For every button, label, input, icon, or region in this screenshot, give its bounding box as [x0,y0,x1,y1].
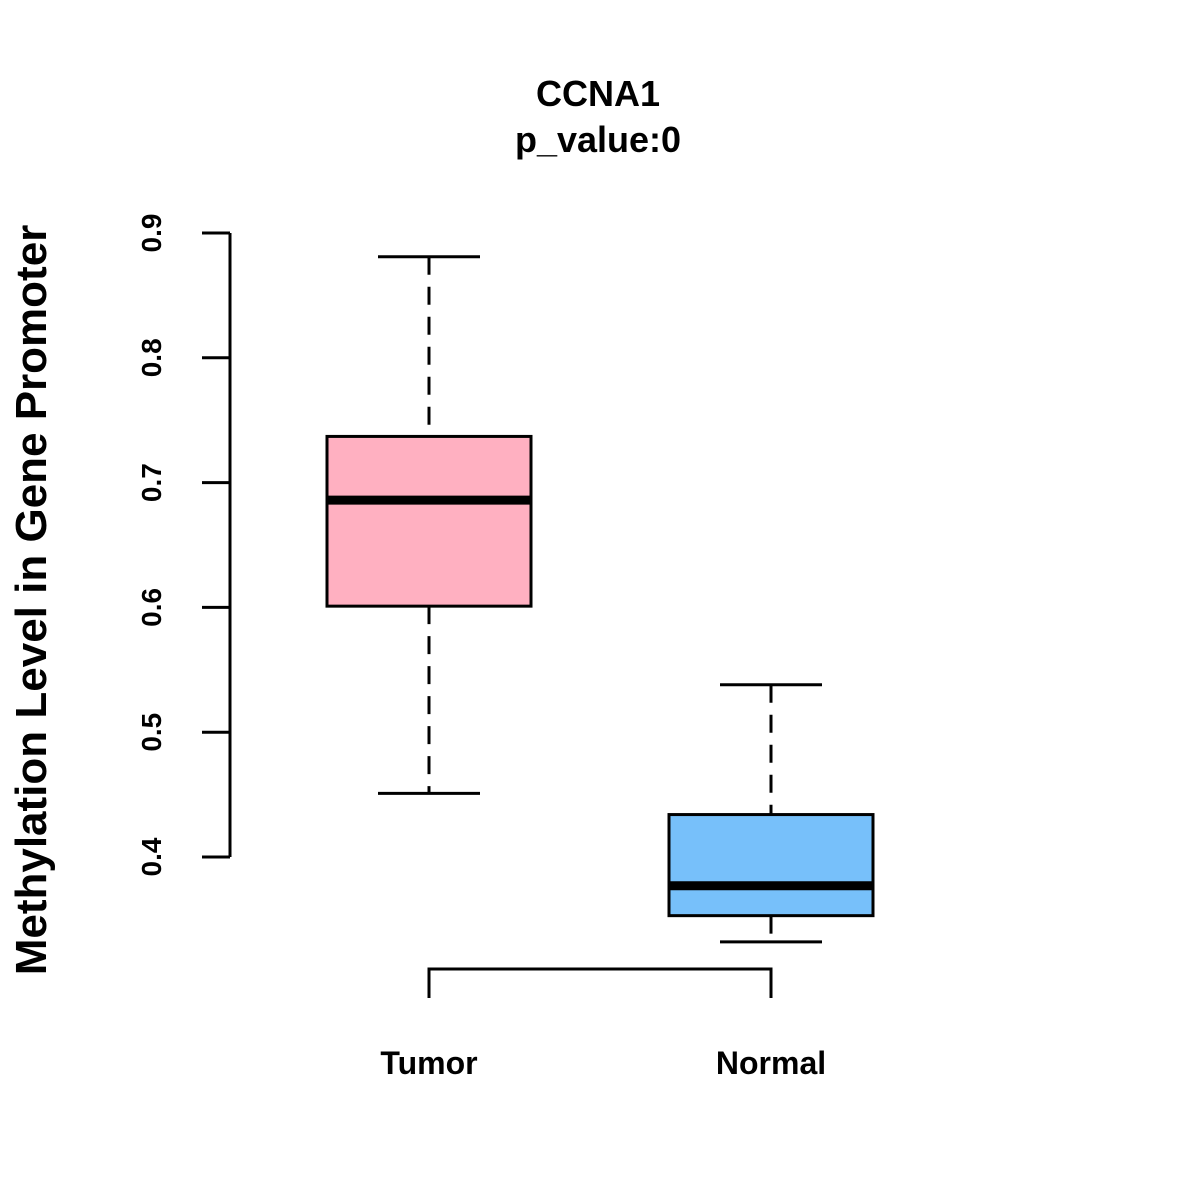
chart-subtitle: p_value:0 [515,119,681,160]
category-labels: Tumor Normal [380,1045,826,1081]
comparison-bracket [427,967,773,998]
y-axis-label: Methylation Level in Gene Promoter [7,225,56,976]
iqr-box [325,434,533,608]
y-axis: 0.4 0.5 0.6 0.7 0.8 0.9 [136,214,232,876]
box-normal [667,683,875,944]
y-tick-label: 0.7 [136,463,167,502]
iqr-box [667,813,875,918]
category-label-normal: Normal [716,1045,826,1081]
y-tick-label: 0.4 [136,837,167,876]
y-tick-label: 0.5 [136,713,167,752]
y-tick-label: 0.6 [136,588,167,627]
bracket-line [427,967,773,998]
box-tumor [325,255,533,795]
category-label-tumor: Tumor [380,1045,477,1081]
chart-title: CCNA1 [536,73,660,114]
y-tick-label: 0.8 [136,338,167,377]
y-tick-label: 0.9 [136,214,167,253]
boxes [325,255,875,944]
